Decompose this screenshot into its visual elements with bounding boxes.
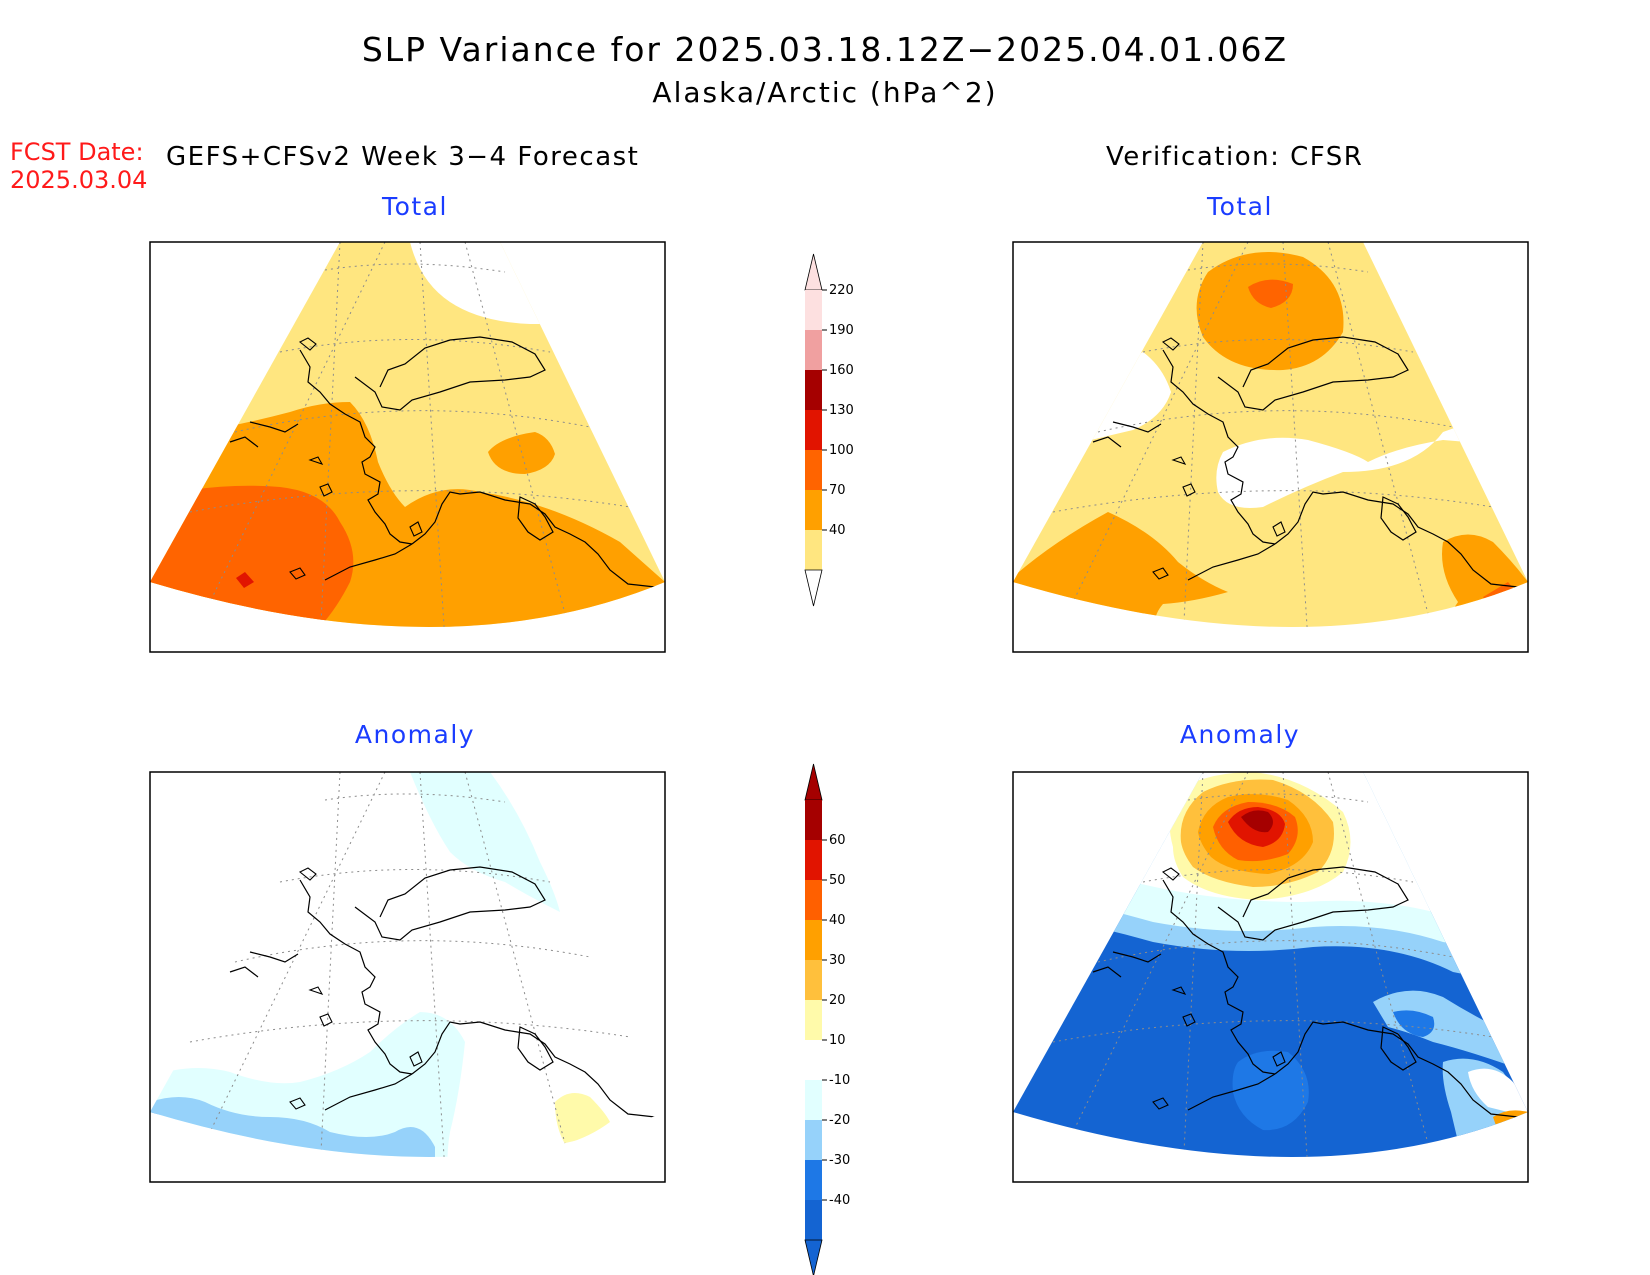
total-colorbar-label: 100 [829, 443, 854, 458]
forecast-anomaly-map [149, 771, 666, 1183]
anomaly-colorbar-swatch [805, 1040, 822, 1080]
anomaly-colorbar-top-arrow [804, 763, 823, 801]
anomaly-colorbar-label: 30 [829, 953, 846, 968]
anomaly-colorbar-swatch [805, 1200, 822, 1240]
anomaly-colorbar-label: -30 [829, 1153, 850, 1168]
total-colorbar-label: 220 [829, 283, 854, 298]
verification-total-title: Total [1207, 192, 1273, 221]
total-colorbar-swatch [805, 450, 822, 490]
total-colorbar-top-arrow [804, 253, 823, 291]
total-colorbar-swatch [805, 330, 822, 370]
fcst-date-label: FCST Date: 2025.03.04 [10, 138, 147, 194]
anomaly-colorbar-swatch [805, 1120, 822, 1160]
total-colorbar-swatch [805, 490, 822, 530]
anomaly-colorbar-swatch [805, 960, 822, 1000]
total-colorbar-swatch [805, 530, 822, 570]
verification-anomaly-title: Anomaly [1179, 720, 1301, 749]
total-colorbar-label: 70 [829, 483, 846, 498]
total-colorbar-swatch [805, 410, 822, 450]
total-colorbar-swatch [805, 370, 822, 410]
anomaly-colorbar-label: -20 [829, 1113, 850, 1128]
total-colorbar: 40 70 100 130 160 190 220 [804, 253, 854, 607]
forecast-anomaly-title: Anomaly [354, 720, 476, 749]
anomaly-colorbar-swatch [805, 1160, 822, 1200]
total-colorbar-label: 190 [829, 323, 854, 338]
anomaly-colorbar-label: 60 [829, 833, 846, 848]
anomaly-colorbar-label: 20 [829, 993, 846, 1008]
fcst-date-value: 2025.03.04 [10, 166, 148, 194]
anomaly-colorbar-swatch [805, 1080, 822, 1120]
verification-label: Verification: CFSR [1106, 142, 1364, 172]
anomaly-colorbar: -40 -30 -20 -10 10 20 30 40 50 60 [804, 763, 850, 1275]
fcst-date-caption: FCST Date: [10, 138, 144, 166]
anomaly-colorbar-swatch [805, 800, 822, 840]
anomaly-colorbar-bottom-arrow [804, 1239, 823, 1275]
anomaly-colorbar-label: 40 [829, 913, 846, 928]
anomaly-colorbar-swatch [805, 1000, 822, 1040]
anomaly-colorbar-swatch [805, 920, 822, 960]
anomaly-colorbar-swatch [805, 880, 822, 920]
map-subtitle: Alaska/Arctic (hPa^2) [652, 76, 998, 109]
anomaly-colorbar-label: 10 [829, 1033, 846, 1048]
total-colorbar-bottom-arrow [804, 569, 823, 607]
total-colorbar-swatch [805, 290, 822, 330]
verification-total-map [1012, 241, 1529, 653]
anomaly-colorbar-swatch [805, 840, 822, 880]
map-title: SLP Variance for 2025.03.18.12Z−2025.04.… [361, 30, 1289, 69]
forecast-model-label: GEFS+CFSv2 Week 3−4 Forecast [166, 142, 640, 172]
total-colorbar-label: 130 [829, 403, 854, 418]
anomaly-colorbar-label: -40 [829, 1193, 850, 1208]
anomaly-colorbar-label: 50 [829, 873, 846, 888]
total-colorbar-label: 40 [829, 523, 846, 538]
anomaly-colorbar-label: -10 [829, 1073, 850, 1088]
total-colorbar-label: 160 [829, 363, 854, 378]
forecast-total-map [149, 241, 666, 653]
forecast-total-title: Total [382, 192, 448, 221]
verification-anomaly-map [1012, 771, 1529, 1183]
